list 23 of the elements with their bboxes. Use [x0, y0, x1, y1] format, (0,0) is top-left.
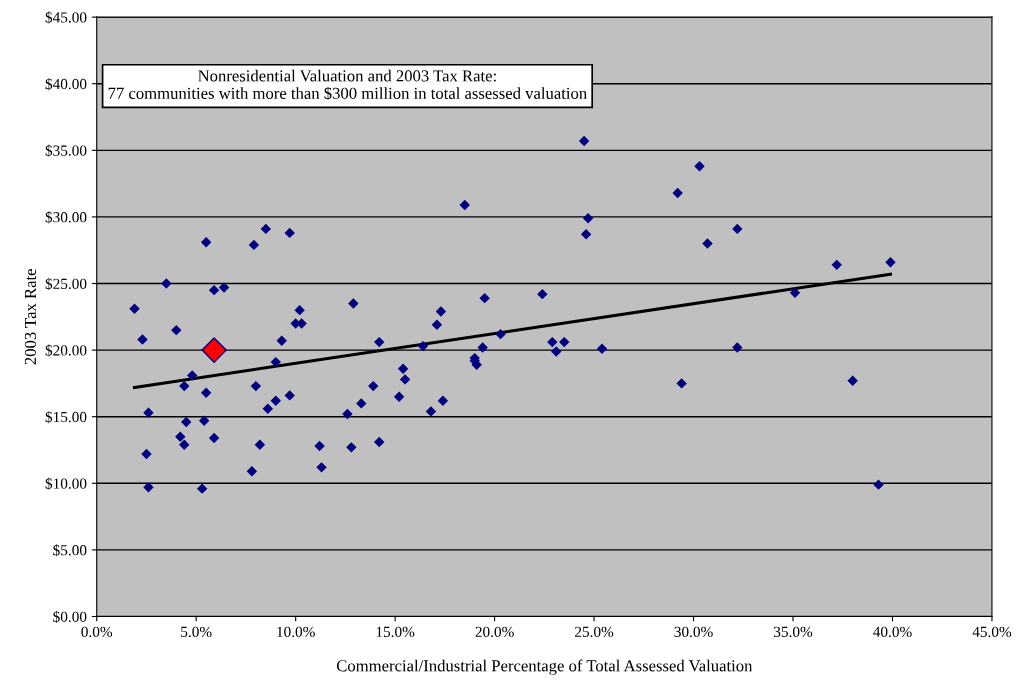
- x-tick-label: 20.0%: [475, 626, 514, 638]
- text: Nonresidential Valuation and 2003 Tax Rate: 77 communities with more than $300 million in total assessed valuation: [108, 69, 587, 101]
- x-tick-label: 40.0%: [873, 626, 912, 638]
- x-tick-label: 0.0%: [81, 626, 113, 638]
- x-tick-label: 10.0%: [277, 626, 315, 638]
- y-tick-label: $5.00: [53, 544, 87, 557]
- x-axis-title: Commercial/Industrial Percentage of Total Assessed Valuation: [336, 659, 753, 675]
- x-tick-label: 45.0%: [972, 626, 1012, 638]
- y-tick-label: $0.00: [53, 610, 87, 623]
- y-tick-label: $25.00: [45, 277, 87, 290]
- y-tick-label: $45.00: [45, 11, 87, 24]
- y-tick-label: $30.00: [45, 211, 87, 224]
- y-tick-label: $35.00: [45, 144, 87, 157]
- y-tick-label: $20.00: [45, 344, 87, 357]
- x-tick-label: 5.0%: [181, 626, 212, 638]
- y-axis-title: 2003 Tax Rate: [24, 269, 37, 365]
- y-tick-label: $40.00: [45, 77, 87, 91]
- y-tick-label: $10.00: [45, 477, 87, 490]
- x-tick-label: 35.0%: [774, 626, 813, 638]
- x-tick-label: 15.0%: [376, 626, 415, 638]
- x-tick-label: 25.0%: [575, 626, 614, 638]
- y-tick-label: $15.00: [45, 410, 87, 424]
- x-tick-label: 30.0%: [674, 626, 713, 638]
